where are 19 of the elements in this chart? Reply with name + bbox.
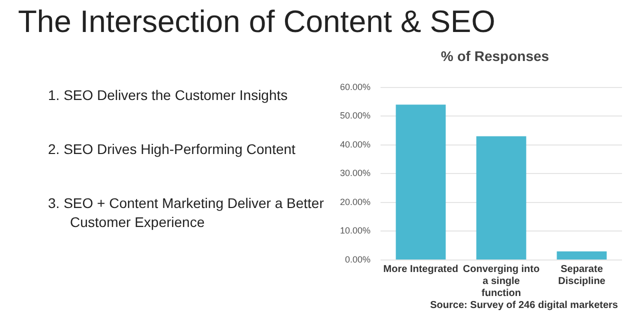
chart-title: The Intersection of Content & SEO xyxy=(18,4,496,40)
y-tick-label: 40.00% xyxy=(340,139,371,150)
bar xyxy=(396,104,446,260)
x-tick-label: Separate Discipline xyxy=(558,264,606,287)
bar xyxy=(556,251,607,260)
y-tick-label: 50.00% xyxy=(340,110,371,121)
y-tick-label: 0.00% xyxy=(344,254,371,264)
source-note: Source: Survey of 246 digital marketers xyxy=(430,300,618,311)
text: 3. SEO + Content Marketing Deliver a Better Customer Experience xyxy=(48,195,324,230)
y-tick-label: 30.00% xyxy=(340,168,371,178)
bar xyxy=(476,136,526,260)
y-tick-label: 10.00% xyxy=(340,226,371,236)
text: 2. SEO Drives High-Performing Content xyxy=(48,141,296,157)
x-tick-label: Converging into a single function xyxy=(462,264,540,299)
text: 1. SEO Delivers the Customer Insights xyxy=(48,87,288,103)
y-tick-label: 60.00% xyxy=(340,82,371,92)
x-tick-label: More Integrated xyxy=(383,264,458,275)
chart-subtitle: % of Responses xyxy=(440,48,550,64)
y-tick-label: 20.00% xyxy=(340,196,371,207)
